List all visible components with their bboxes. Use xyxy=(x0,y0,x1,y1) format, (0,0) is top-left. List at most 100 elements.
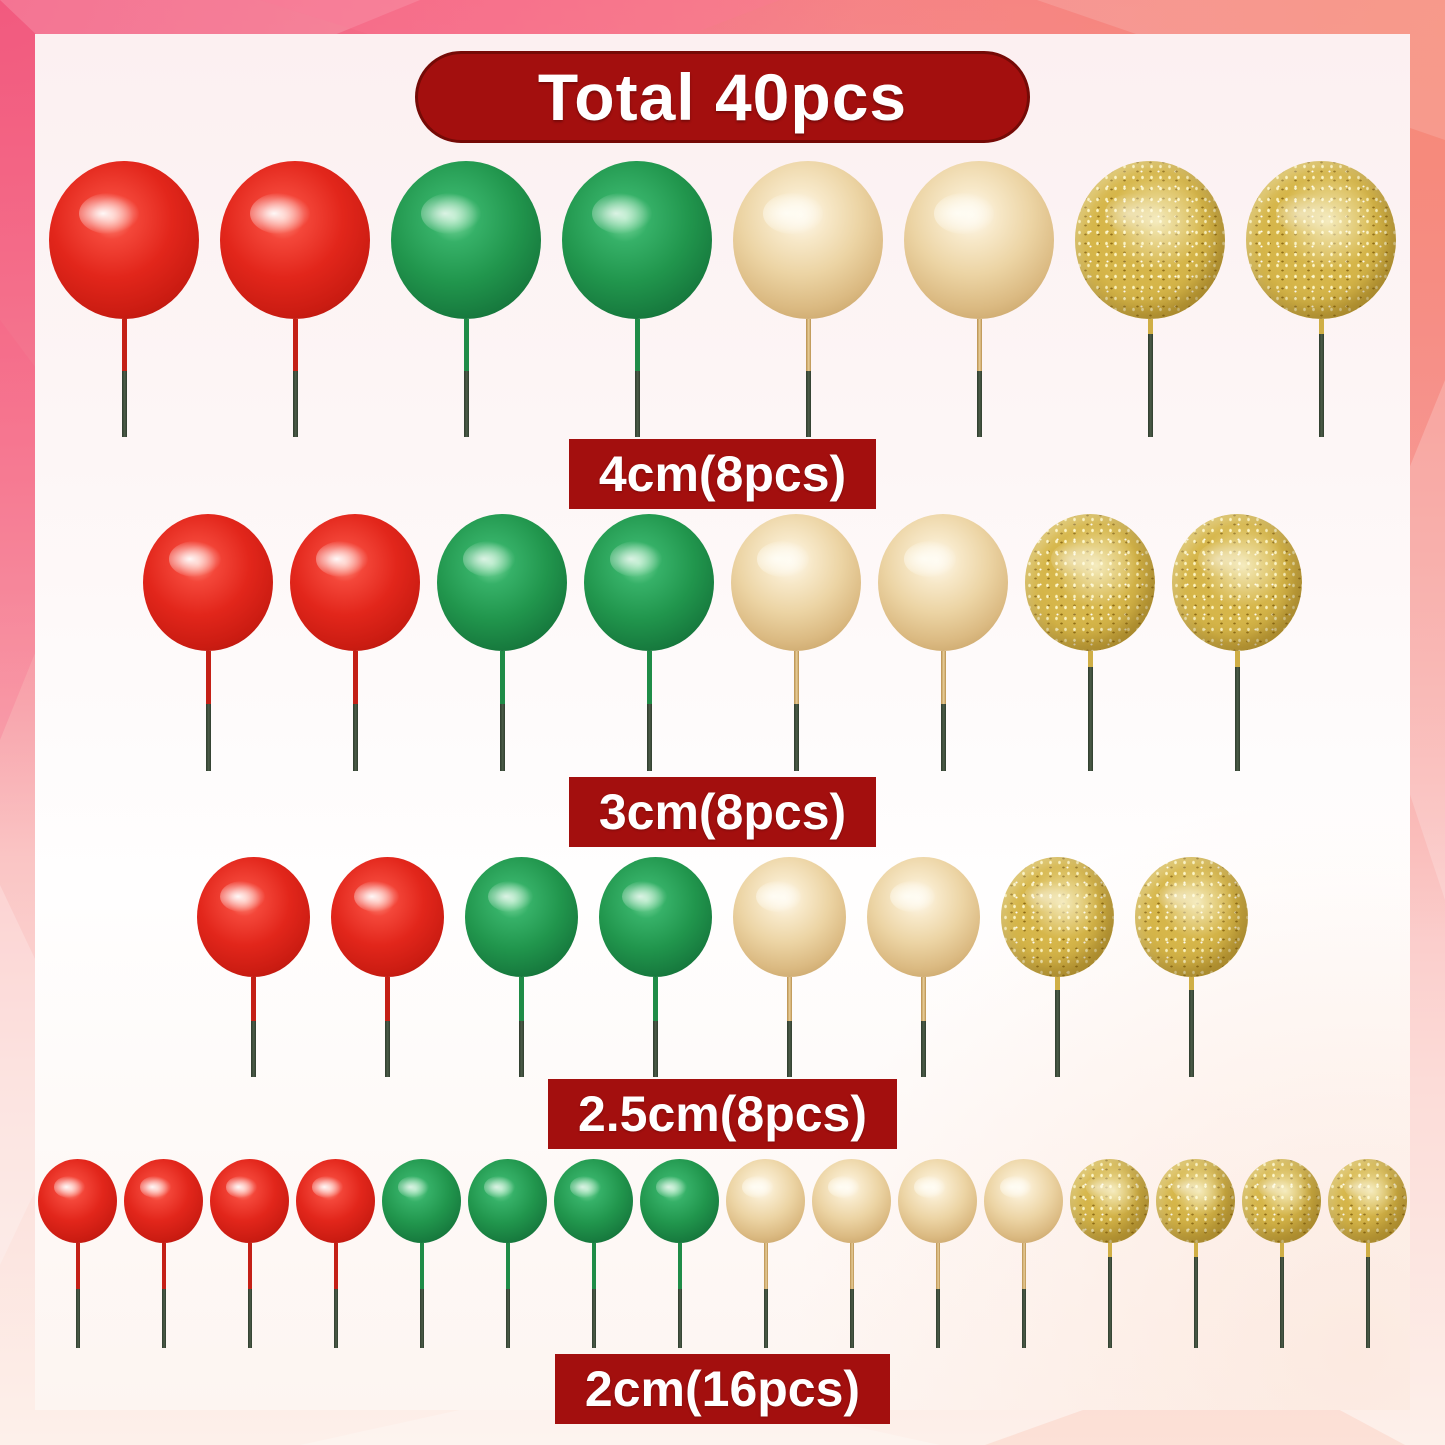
pick-stick xyxy=(292,319,298,437)
ball-pick-red xyxy=(38,1159,117,1348)
pick-stick xyxy=(793,651,799,771)
red-ball xyxy=(296,1159,375,1243)
stick-lower-segment xyxy=(1234,666,1240,771)
gold-ball xyxy=(867,857,980,977)
stick-lower-segment xyxy=(763,1289,768,1348)
stick-lower-segment xyxy=(463,370,469,437)
stick-lower-segment xyxy=(849,1289,854,1348)
pick-stick xyxy=(1087,651,1093,771)
gold-ball xyxy=(984,1159,1063,1243)
pick-stick xyxy=(352,651,358,771)
stick-lower-segment xyxy=(1279,1256,1284,1348)
stick-upper-segment xyxy=(849,1243,854,1290)
ball-pick-gold xyxy=(984,1159,1063,1348)
ball-pick-green xyxy=(562,161,712,437)
ball-pick-red xyxy=(290,514,420,771)
ball-pick-gold xyxy=(904,161,1054,437)
stick-lower-segment xyxy=(419,1289,424,1348)
size-label-3cm: 3cm(8pcs) xyxy=(568,777,877,847)
pick-stick xyxy=(247,1243,252,1348)
pick-stick xyxy=(75,1243,80,1348)
total-count-text: Total 40pcs xyxy=(537,60,908,134)
stick-upper-segment xyxy=(805,319,811,371)
ball-pick-red xyxy=(220,161,370,437)
stick-upper-segment xyxy=(763,1243,768,1290)
stick-upper-segment xyxy=(292,319,298,371)
ball-pick-gold xyxy=(898,1159,977,1348)
red-ball xyxy=(49,161,199,319)
red-ball xyxy=(210,1159,289,1243)
glitter-ball xyxy=(1001,857,1114,977)
size-label-2cm: 2cm(16pcs) xyxy=(554,1354,891,1424)
stick-lower-segment xyxy=(161,1289,166,1348)
pick-stick xyxy=(519,977,524,1077)
green-ball xyxy=(640,1159,719,1243)
red-ball xyxy=(124,1159,203,1243)
ball-pick-glitter xyxy=(1242,1159,1321,1348)
glitter-ball xyxy=(1070,1159,1149,1243)
ball-pick-gold xyxy=(731,514,861,771)
stick-upper-segment xyxy=(677,1243,682,1290)
size-group-2-5cm: 2.5cm(8pcs) xyxy=(35,847,1410,1149)
total-count-banner: Total 40pcs xyxy=(415,51,1030,143)
stick-upper-segment xyxy=(935,1243,940,1290)
size-group-3cm: 3cm(8pcs) xyxy=(35,509,1410,847)
pick-stick xyxy=(1147,319,1153,437)
gold-ball xyxy=(731,514,861,651)
stick-upper-segment xyxy=(653,977,658,1021)
stick-upper-segment xyxy=(793,651,799,704)
red-ball xyxy=(38,1159,117,1243)
stick-lower-segment xyxy=(385,1021,390,1077)
size-group-2cm: 2cm(16pcs) xyxy=(35,1149,1410,1424)
pick-stick xyxy=(1189,977,1194,1077)
ball-pick-glitter xyxy=(1070,1159,1149,1348)
stick-lower-segment xyxy=(519,1021,524,1077)
stick-lower-segment xyxy=(499,703,505,771)
pick-stick xyxy=(205,651,211,771)
pick-stick xyxy=(935,1243,940,1348)
green-ball xyxy=(554,1159,633,1243)
pick-stick xyxy=(1318,319,1324,437)
stick-upper-segment xyxy=(352,651,358,704)
gold-ball xyxy=(904,161,1054,319)
stick-lower-segment xyxy=(352,703,358,771)
ball-pick-glitter xyxy=(1172,514,1302,771)
stick-lower-segment xyxy=(634,370,640,437)
stick-upper-segment xyxy=(205,651,211,704)
stick-lower-segment xyxy=(1365,1256,1370,1348)
pick-stick xyxy=(1279,1243,1284,1348)
ball-pick-gold xyxy=(733,161,883,437)
pick-stick xyxy=(921,977,926,1077)
pick-stick xyxy=(1107,1243,1112,1348)
stick-upper-segment xyxy=(634,319,640,371)
stick-lower-segment xyxy=(940,703,946,771)
ball-pick-gold xyxy=(726,1159,805,1348)
ball-pick-green xyxy=(391,161,541,437)
glitter-ball xyxy=(1135,857,1248,977)
stick-lower-segment xyxy=(333,1289,338,1348)
stick-lower-segment xyxy=(1107,1256,1112,1348)
pick-stick xyxy=(1234,651,1240,771)
stick-lower-segment xyxy=(1021,1289,1026,1348)
green-ball xyxy=(437,514,567,651)
stick-upper-segment xyxy=(505,1243,510,1290)
pick-stick xyxy=(499,651,505,771)
green-ball xyxy=(468,1159,547,1243)
pick-stick xyxy=(805,319,811,437)
ball-pick-glitter xyxy=(1025,514,1155,771)
pick-stick xyxy=(646,651,652,771)
pick-stick xyxy=(251,977,256,1077)
stick-lower-segment xyxy=(505,1289,510,1348)
stick-upper-segment xyxy=(1279,1243,1284,1257)
red-ball xyxy=(143,514,273,651)
ball-pick-glitter xyxy=(1246,161,1396,437)
stick-lower-segment xyxy=(935,1289,940,1348)
glitter-ball xyxy=(1172,514,1302,651)
pick-stick xyxy=(634,319,640,437)
pick-stick xyxy=(1021,1243,1026,1348)
glitter-ball xyxy=(1156,1159,1235,1243)
green-ball xyxy=(391,161,541,319)
stick-upper-segment xyxy=(121,319,127,371)
stick-lower-segment xyxy=(1189,990,1194,1077)
size-group-4cm: 4cm(8pcs) xyxy=(35,143,1410,509)
